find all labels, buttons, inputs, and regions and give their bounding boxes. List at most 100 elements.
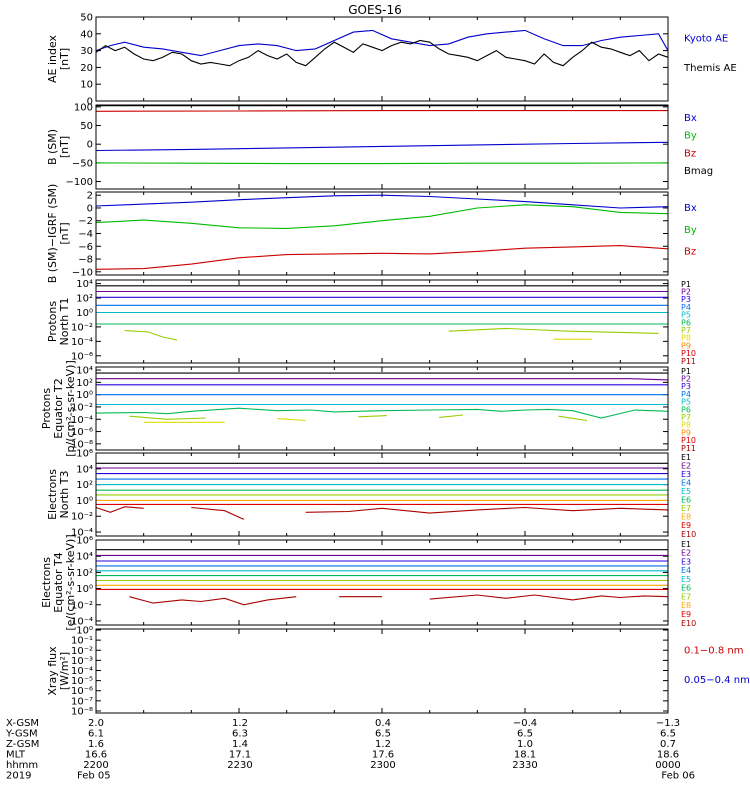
- legend-label: P1: [681, 280, 691, 289]
- legend-label: P4: [681, 303, 691, 312]
- ephemeris-value: −0.4: [513, 718, 537, 729]
- y-tick-label: 10⁻⁴: [71, 528, 93, 539]
- ephemeris-row-label: Y-GSM: [5, 729, 38, 740]
- legend-label: Bx: [684, 203, 697, 214]
- legend-label: Bz: [684, 148, 696, 159]
- y-tick-label: 10⁻²: [71, 600, 93, 611]
- legend-label: Kyoto AE: [684, 34, 728, 45]
- ephemeris-value: 1.2: [232, 718, 248, 729]
- y-tick-label: −4: [78, 229, 93, 240]
- y-tick-label: 50: [80, 121, 93, 132]
- series-e10-line: [129, 596, 297, 606]
- legend-label: P8: [681, 334, 691, 343]
- y-tick-label: 10⁰: [76, 308, 93, 319]
- legend-label: E2: [681, 549, 691, 558]
- panel-1: 100 50 0 −50 −100 B (SM)[nT] Bx By Bz Bmag: [46, 102, 713, 190]
- legend-label: 0.05−0.4 nm: [684, 675, 750, 686]
- y-tick-label: 10⁻³: [71, 656, 93, 667]
- y-tick-label: 10⁶: [76, 449, 93, 460]
- ephemeris-value: 2300: [370, 760, 395, 771]
- legend-label: Bmag: [684, 166, 713, 177]
- y-tick-label: 10⁰: [76, 390, 93, 401]
- ephemeris-value: 17.6: [372, 750, 394, 761]
- legend-label: E2: [681, 461, 691, 470]
- series-p2-line: [96, 378, 669, 381]
- y-tick-label: 10⁻⁴: [71, 337, 93, 348]
- legend-label: E3: [681, 470, 691, 479]
- ephemeris-row-label: hhmm: [6, 760, 38, 771]
- ephemeris-value: 1.4: [232, 739, 248, 750]
- y-tick-label: 50: [80, 13, 93, 24]
- series-e10-line: [305, 506, 669, 514]
- panel-frame: [95, 539, 669, 626]
- panel-frame: [95, 628, 669, 714]
- series-p6-line: [95, 407, 669, 419]
- series-p7-line: [558, 415, 588, 422]
- y-tick-label: 10⁴: [76, 366, 93, 377]
- legend-label: P6: [681, 318, 691, 327]
- ephemeris-row-label: 2019: [6, 771, 31, 782]
- y-tick-label: 10²: [76, 294, 93, 305]
- ephemeris-value: 6.5: [517, 729, 533, 740]
- y-tick-label: 10²: [76, 378, 93, 389]
- panel-frame: [95, 16, 669, 102]
- y-tick-label: 10⁻⁸: [71, 439, 93, 450]
- y-axis-label: Xray flux[W/m²]: [46, 646, 71, 696]
- legend-label: E7: [681, 592, 691, 601]
- ephemeris-value: 6.3: [232, 729, 248, 740]
- y-axis-label: B (SM)−IGRF (SM)[nT]: [46, 184, 71, 284]
- legend-label: P1: [681, 367, 691, 376]
- legend-label: 0.1−0.8 nm: [684, 646, 743, 657]
- series-e10-line: [95, 506, 144, 513]
- y-tick-label: −50: [72, 158, 93, 169]
- series-themis-ae-line: [95, 39, 669, 67]
- legend-label: E6: [681, 584, 691, 593]
- legend-label: P9: [681, 428, 691, 437]
- legend-label: E8: [681, 601, 691, 610]
- panel-frame: [95, 452, 669, 537]
- y-tick-label: 10⁻⁷: [71, 696, 93, 707]
- y-tick-label: 10⁻²: [71, 402, 93, 413]
- legend-label: P7: [681, 413, 691, 422]
- ephemeris-row-label: MLT: [6, 750, 26, 761]
- ephemeris-value: 6.5: [375, 729, 391, 740]
- legend-label: E4: [681, 566, 691, 575]
- series-by-line: [95, 204, 669, 229]
- ephemeris-table: X-GSM 2.0 1.2 0.4 −0.4 −1.3 Y-GSM 6.1 6.3 6.5 6.5 6…: [5, 718, 695, 782]
- y-axis-label: B (SM)[nT]: [46, 129, 71, 165]
- legend-label: P6: [681, 405, 691, 414]
- y-tick-label: 10⁻²: [71, 512, 93, 523]
- y-tick-label: 10⁻⁴: [71, 616, 93, 627]
- ephemeris-value: 1.0: [517, 739, 533, 750]
- y-tick-label: −100: [66, 177, 93, 188]
- legend-label: P3: [681, 382, 691, 391]
- ephemeris-value: 1.2: [375, 739, 391, 750]
- legend-label: E4: [681, 478, 691, 487]
- legend-label: P10: [681, 349, 696, 358]
- ephemeris-value: 18.1: [514, 750, 536, 761]
- y-tick-label: 10⁻⁶: [71, 427, 93, 438]
- legend-label: P3: [681, 295, 691, 304]
- legend-label: E5: [681, 487, 691, 496]
- y-tick-label: −6: [78, 242, 93, 253]
- series-p7-line: [129, 415, 206, 420]
- legend-label: P10: [681, 436, 696, 445]
- y-tick-label: 0: [87, 97, 93, 108]
- legend-label: E1: [681, 540, 691, 549]
- legend-label: P9: [681, 341, 691, 350]
- y-tick-label: 10⁰: [76, 626, 93, 637]
- y-tick-label: 30: [80, 46, 93, 57]
- series-by-line: [95, 162, 669, 165]
- y-tick-label: 10⁶: [76, 536, 93, 547]
- y-tick-label: 10⁴: [76, 552, 93, 563]
- y-tick-label: 20: [80, 63, 93, 74]
- y-axis-label: ElectronsEquator T4[e/(cm²-s-sr-keV)]: [40, 534, 77, 630]
- legend-label: P11: [681, 357, 696, 366]
- legend-label: E5: [681, 575, 691, 584]
- legend-label: P2: [681, 288, 691, 297]
- panel-frame: [95, 366, 669, 451]
